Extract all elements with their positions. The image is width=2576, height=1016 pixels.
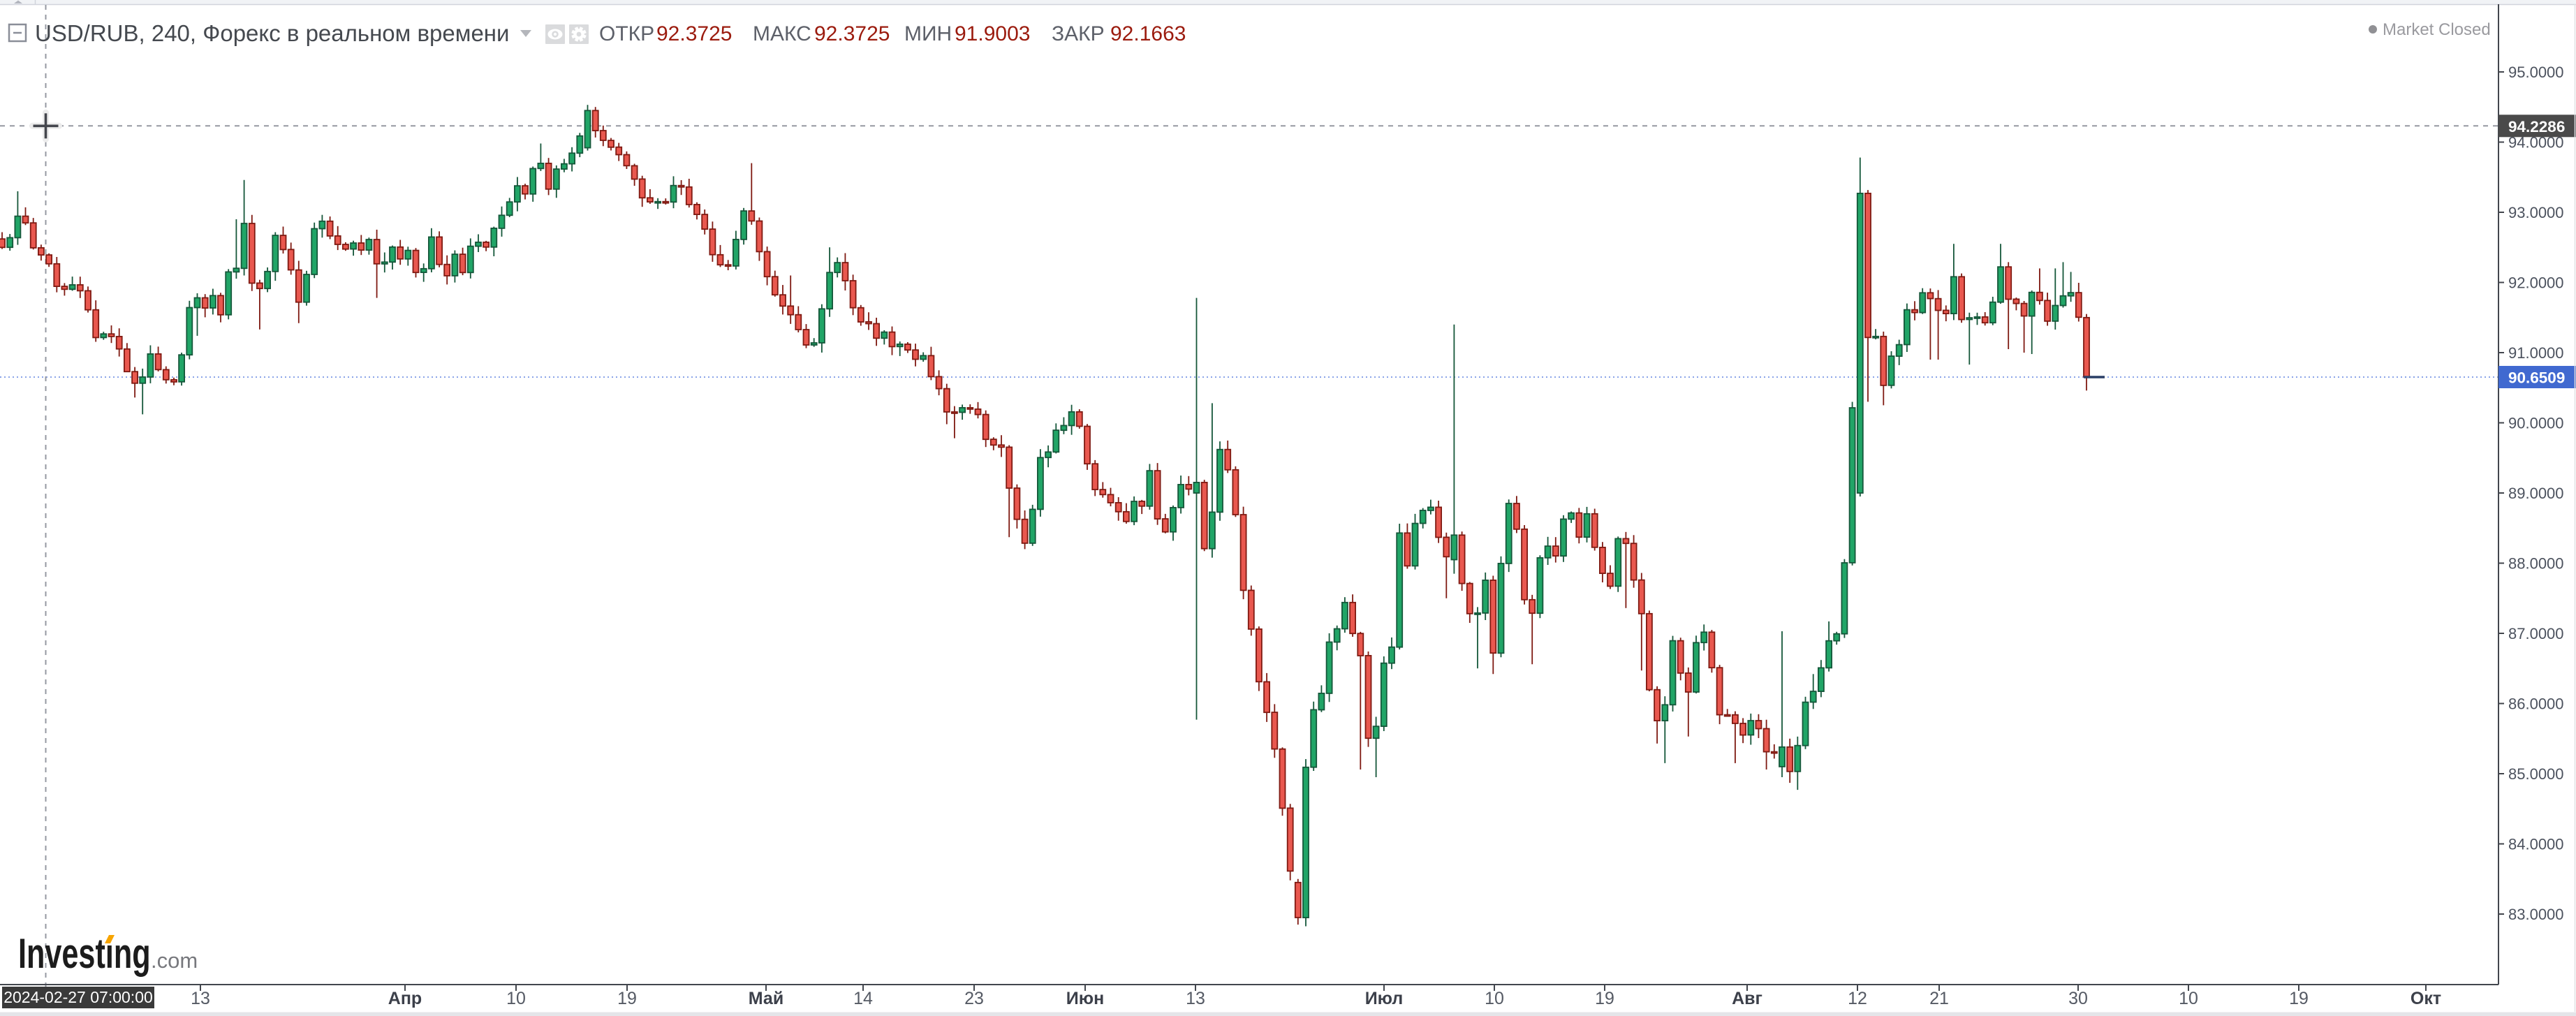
svg-text:Investing: Investing (18, 931, 151, 978)
svg-text:92.3725: 92.3725 (656, 22, 732, 45)
svg-text:23: 23 (964, 989, 984, 1008)
svg-text:92.1663: 92.1663 (1110, 22, 1186, 45)
svg-text:88.0000: 88.0000 (2508, 555, 2564, 573)
svg-text:30: 30 (2068, 989, 2088, 1008)
svg-text:10: 10 (2179, 989, 2198, 1008)
svg-text:2024-02-27 07:00:00: 2024-02-27 07:00:00 (3, 988, 153, 1006)
svg-text:21: 21 (1929, 989, 1949, 1008)
svg-text:83.0000: 83.0000 (2508, 906, 2564, 923)
svg-text:84.0000: 84.0000 (2508, 836, 2564, 853)
svg-text:Market Closed: Market Closed (2383, 20, 2491, 39)
svg-text:МИН: МИН (904, 22, 952, 45)
svg-text:14: 14 (853, 989, 873, 1008)
svg-text:Авг: Авг (1732, 989, 1762, 1008)
svg-text:Июн: Июн (1066, 989, 1104, 1008)
svg-text:94.2286: 94.2286 (2508, 118, 2565, 135)
svg-text:10: 10 (506, 989, 526, 1008)
svg-text:87.0000: 87.0000 (2508, 625, 2564, 642)
svg-text:89.0000: 89.0000 (2508, 485, 2564, 502)
svg-text:Апр: Апр (388, 989, 422, 1008)
svg-text:.com: .com (151, 948, 198, 973)
svg-text:93.0000: 93.0000 (2508, 204, 2564, 221)
svg-text:91.9003: 91.9003 (955, 22, 1030, 45)
svg-text:ЗАКР: ЗАКР (1052, 22, 1105, 45)
svg-text:12: 12 (1848, 989, 1867, 1008)
svg-text:90.6509: 90.6509 (2508, 369, 2565, 387)
svg-text:13: 13 (1186, 989, 1205, 1008)
svg-text:92.0000: 92.0000 (2508, 274, 2564, 292)
svg-text:13: 13 (191, 989, 210, 1008)
svg-text:19: 19 (1595, 989, 1614, 1008)
svg-text:91.0000: 91.0000 (2508, 344, 2564, 362)
svg-text:90.0000: 90.0000 (2508, 415, 2564, 432)
svg-text:USD/RUB, 240, Форекс в реально: USD/RUB, 240, Форекс в реальном времени (35, 20, 509, 46)
svg-text:Май: Май (749, 989, 783, 1008)
svg-text:92.3725: 92.3725 (814, 22, 890, 45)
svg-text:19: 19 (617, 989, 637, 1008)
svg-text:Окт: Окт (2411, 989, 2441, 1008)
svg-text:86.0000: 86.0000 (2508, 695, 2564, 713)
svg-text:МАКС: МАКС (753, 22, 811, 45)
svg-text:85.0000: 85.0000 (2508, 765, 2564, 783)
svg-text:19: 19 (2289, 989, 2309, 1008)
svg-text:95.0000: 95.0000 (2508, 64, 2564, 81)
svg-text:Июл: Июл (1365, 989, 1404, 1008)
svg-text:10: 10 (1485, 989, 1504, 1008)
svg-text:ОТКР: ОТКР (599, 22, 654, 45)
